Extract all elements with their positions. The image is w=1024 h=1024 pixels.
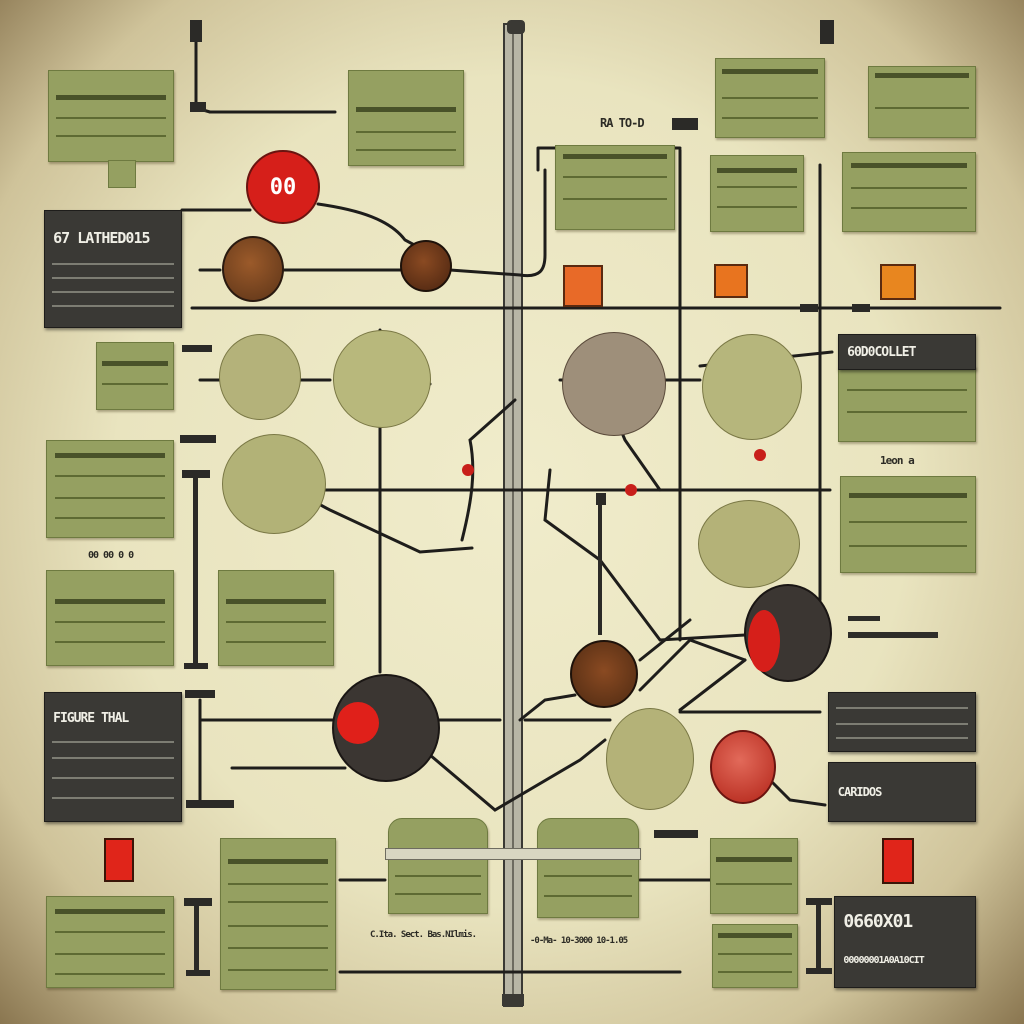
card-top-left bbox=[48, 70, 174, 162]
wire-browncircle bbox=[198, 168, 547, 278]
panel-top-right: 60D0COLLET bbox=[838, 334, 976, 370]
olive-disc bbox=[698, 500, 800, 588]
panel-bottom-right-small bbox=[828, 692, 976, 752]
wire-right-tail bbox=[768, 778, 827, 807]
stand-clamp bbox=[654, 830, 698, 838]
stand-clamp bbox=[180, 435, 216, 443]
grey-disc bbox=[562, 332, 666, 436]
stand-clamp bbox=[190, 102, 206, 112]
stand-clamp bbox=[190, 20, 202, 42]
card-tab bbox=[108, 160, 136, 188]
stand-clamp bbox=[598, 505, 602, 635]
card-upper-right-b bbox=[842, 152, 976, 232]
card-left-mid bbox=[46, 440, 174, 538]
card-upper-right-a bbox=[710, 155, 804, 232]
spine-top-cap bbox=[507, 20, 525, 34]
card-right-upper bbox=[838, 366, 976, 442]
divider-bar bbox=[848, 616, 880, 621]
orange-block bbox=[563, 265, 603, 307]
red-globe bbox=[710, 730, 776, 804]
stand-clamp bbox=[193, 478, 198, 668]
red-disc: 00 bbox=[246, 150, 320, 224]
orange-block bbox=[714, 264, 748, 298]
card-left-small bbox=[96, 342, 174, 410]
card-left-lower-b bbox=[218, 570, 334, 666]
red-core bbox=[337, 702, 379, 744]
wire-left-arm2 bbox=[460, 398, 517, 542]
stand-clamp bbox=[184, 898, 212, 906]
label-top-center: RA TO-D bbox=[600, 116, 645, 130]
card-bottom-right-a bbox=[710, 838, 798, 914]
red-disc-label: 00 bbox=[269, 175, 297, 200]
divider-bar bbox=[848, 632, 938, 638]
red-node bbox=[625, 484, 637, 496]
stand-clamp bbox=[816, 904, 821, 974]
stand-clamp bbox=[182, 470, 210, 478]
brown-disc bbox=[570, 640, 638, 708]
stand-clamp bbox=[596, 493, 606, 505]
panel-bottom-right-big: 0660X01 00000001A0A10CIT bbox=[834, 896, 976, 988]
label-left-small: 00 00 0 0 bbox=[88, 550, 134, 561]
panel-bottom-right-caption: CARIDOS bbox=[828, 762, 976, 822]
brown-disc bbox=[400, 240, 452, 292]
card-bottom-stack bbox=[220, 838, 336, 990]
card-upper-center bbox=[555, 145, 675, 230]
panel-title: 67 LATHED015 bbox=[53, 229, 150, 247]
card-top-right-b bbox=[868, 66, 976, 138]
stand-clamp bbox=[185, 690, 215, 698]
olive-disc bbox=[702, 334, 802, 440]
card-top-right-a bbox=[715, 58, 825, 138]
panel-top-left: 67 LATHED015 bbox=[44, 210, 182, 328]
red-block bbox=[104, 838, 134, 882]
orange-block bbox=[880, 264, 916, 300]
stand-clamp bbox=[852, 304, 870, 312]
red-node bbox=[754, 449, 766, 461]
card-right-mid bbox=[840, 476, 976, 573]
wire-diag-down bbox=[638, 618, 747, 692]
wire-top-hook bbox=[194, 38, 212, 114]
panel-title: 0660X01 bbox=[843, 911, 913, 932]
red-eye bbox=[748, 610, 780, 672]
stand-clamp bbox=[194, 906, 199, 976]
stand-clamp bbox=[820, 20, 834, 44]
stand-clamp bbox=[182, 345, 212, 352]
card-bottom-center-a bbox=[388, 818, 488, 914]
divider-bar bbox=[385, 848, 641, 860]
label-bottom-center-b: -0-Ma- 10-3000 10-1.05 bbox=[530, 936, 628, 946]
spine-bottom-cap bbox=[502, 994, 524, 1006]
stand-clamp bbox=[806, 898, 832, 905]
card-bottom-left bbox=[46, 896, 174, 988]
wire-tri bbox=[428, 738, 607, 812]
stand-clamp bbox=[186, 800, 234, 808]
wire-right-diag bbox=[678, 658, 822, 714]
panel-mid-left: FIGURE THAL bbox=[44, 692, 182, 822]
olive-disc bbox=[606, 708, 694, 810]
card-bottom-center-b bbox=[537, 818, 639, 918]
red-block bbox=[882, 838, 914, 884]
card-bottom-right-b bbox=[712, 924, 798, 988]
olive-disc bbox=[333, 330, 431, 428]
stand-clamp bbox=[186, 970, 210, 976]
olive-disc bbox=[219, 334, 301, 420]
card-left-lower-a bbox=[46, 570, 174, 666]
label-right-small: 1eon a bbox=[880, 454, 915, 467]
card-top-mid bbox=[348, 70, 464, 166]
panel-title: FIGURE THAL bbox=[53, 711, 129, 726]
wire-spine-branch bbox=[518, 693, 577, 722]
panel-title: 60D0COLLET bbox=[847, 345, 916, 360]
brown-disc bbox=[222, 236, 284, 302]
wire-redcircle bbox=[180, 202, 422, 250]
stand-clamp bbox=[806, 968, 832, 974]
stand-clamp bbox=[800, 304, 818, 312]
olive-disc bbox=[222, 434, 326, 534]
red-node bbox=[462, 464, 474, 476]
label-bottom-center-a: C.Ita. Sect. Bas.NIlmis. bbox=[370, 930, 477, 940]
panel-subtitle: 00000001A0A10CIT bbox=[843, 955, 924, 966]
panel-title: CARIDOS bbox=[837, 785, 883, 799]
stand-clamp bbox=[672, 118, 698, 130]
stand-clamp bbox=[184, 663, 208, 669]
